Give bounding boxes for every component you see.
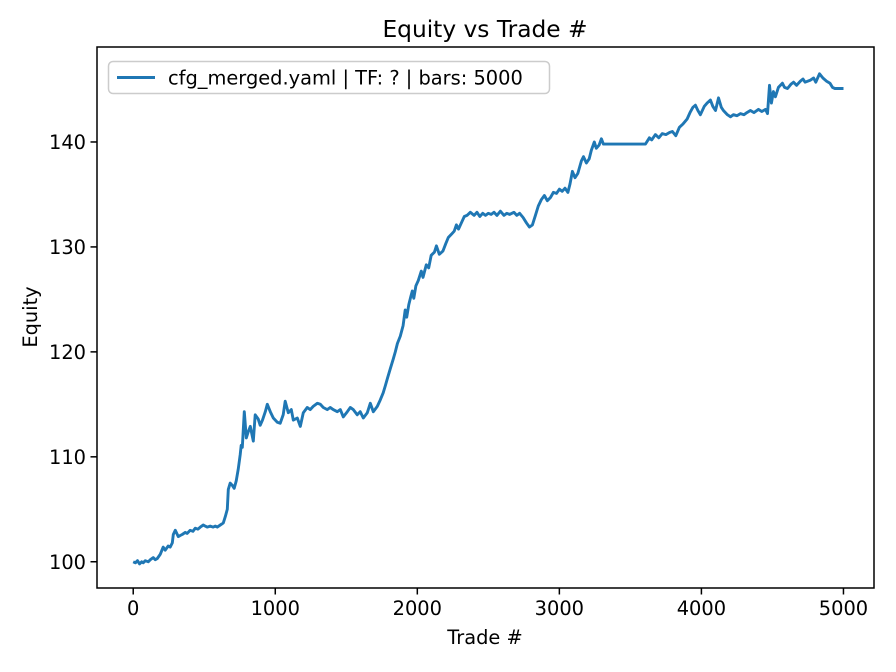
legend-label: cfg_merged.yaml | TF: ? | bars: 5000 (168, 67, 523, 90)
x-ticks: 0 1000 2000 3000 4000 5000 (127, 588, 868, 620)
y-tick-label: 110 (49, 446, 86, 469)
x-tick-label: 4000 (677, 597, 726, 620)
x-tick-label: 0 (127, 597, 139, 620)
x-tick-label: 5000 (819, 597, 868, 620)
legend: cfg_merged.yaml | TF: ? | bars: 5000 (107, 60, 551, 95)
equity-line (132, 72, 844, 566)
y-tick-label: 100 (49, 551, 86, 574)
x-tick-label: 2000 (393, 597, 442, 620)
x-tick-label: 1000 (251, 597, 300, 620)
plot-area (96, 46, 875, 589)
y-ticks: 100 110 120 130 140 (49, 131, 97, 574)
chart-title: Equity vs Trade # (382, 16, 587, 43)
x-axis-label: Trade # (446, 626, 523, 649)
y-tick-label: 130 (49, 236, 86, 259)
y-axis-label: Equity (19, 286, 42, 347)
y-tick-label: 140 (49, 131, 86, 154)
x-tick-label: 3000 (535, 597, 584, 620)
y-tick-label: 120 (49, 341, 86, 364)
legend-box (107, 60, 551, 95)
